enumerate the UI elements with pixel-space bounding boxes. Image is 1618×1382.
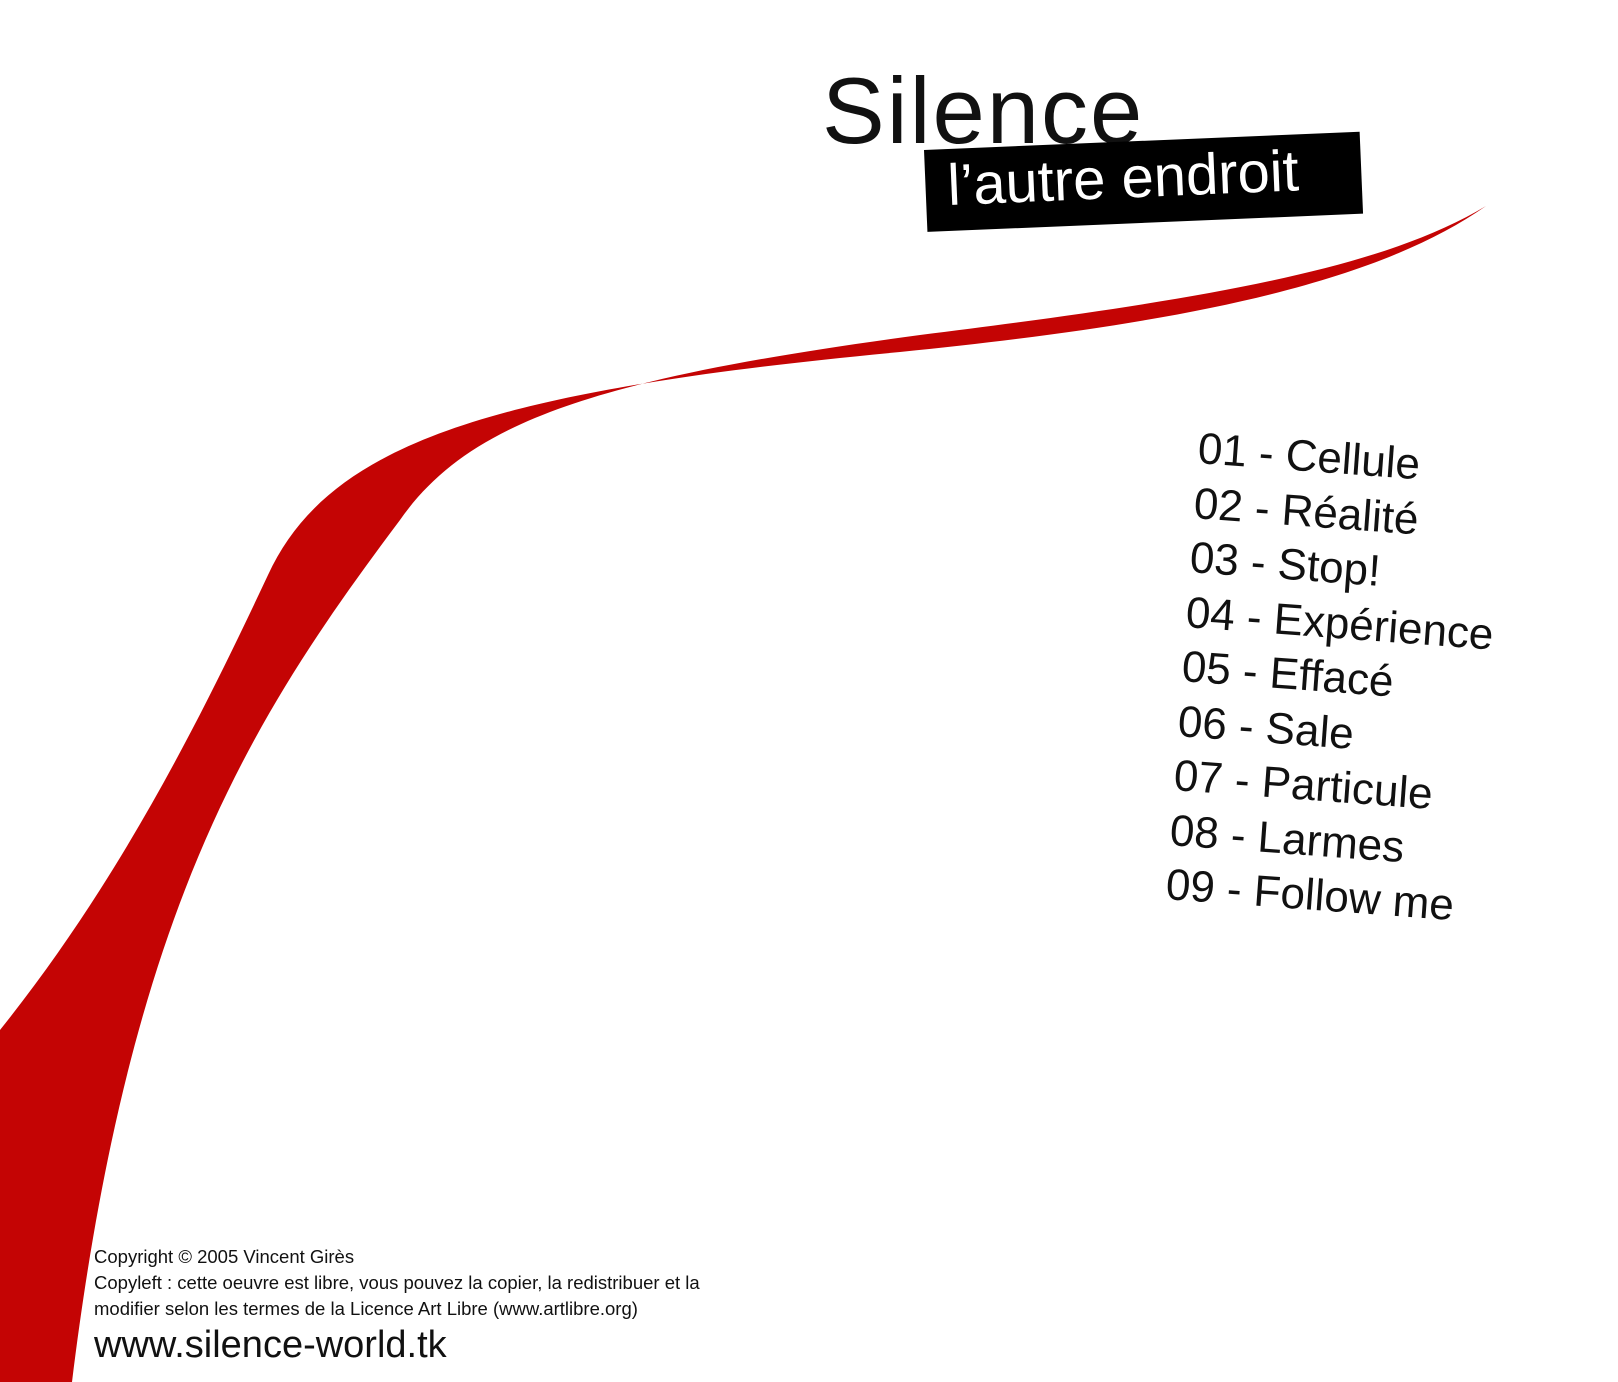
copyleft-line-1: Copyleft : cette oeuvre est libre, vous … [94, 1272, 700, 1293]
red-swoosh-shape [0, 206, 1486, 1382]
album-title: Silence [822, 58, 1145, 163]
website-link[interactable]: www.silence-world.tk [94, 1324, 447, 1366]
tracklist: 01 - Cellule 02 - Réalité 03 - Stop! 04 … [1164, 422, 1570, 930]
album-subtitle: l’autre endroit [946, 138, 1300, 219]
copyleft-line-2: modifier selon les termes de la Licence … [94, 1298, 638, 1319]
copyright-line: Copyright © 2005 Vincent Girès [94, 1246, 355, 1267]
legal-notice: Copyright © 2005 Vincent Girès Copyleft … [94, 1244, 700, 1322]
